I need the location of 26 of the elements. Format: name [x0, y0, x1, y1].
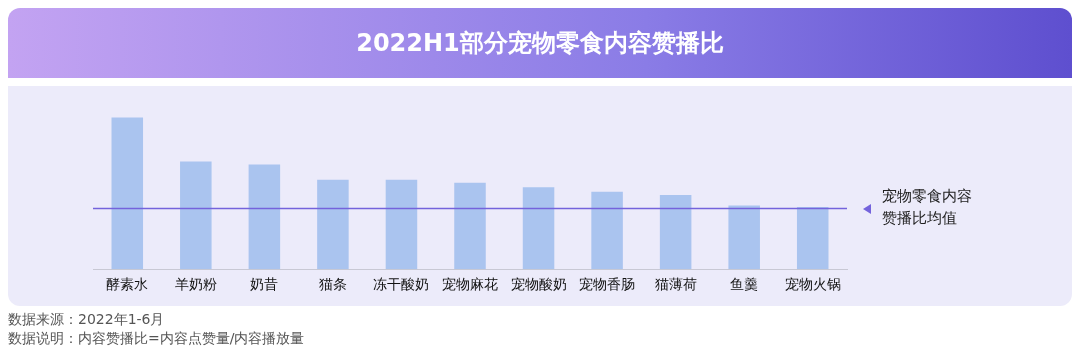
x-tick-label: 冻干酸奶 — [373, 276, 430, 293]
bar — [728, 205, 760, 270]
bar — [454, 182, 486, 270]
source-note: 数据来源：2022年1-6月 — [8, 310, 166, 329]
bar — [385, 179, 418, 270]
bar — [522, 187, 555, 270]
bar — [111, 117, 144, 270]
x-tick-label: 鱼羹 — [730, 276, 759, 293]
text: 数据说明：内容赞播比=内容点赞量/内容播放量 — [8, 329, 306, 348]
bar — [796, 207, 829, 270]
x-tick-label: 奶昔 — [250, 276, 279, 293]
bar — [591, 191, 623, 270]
x-tick-label: 宠物麻花 — [442, 276, 498, 293]
bar — [659, 194, 692, 270]
x-tick-label: 宠物酸奶 — [510, 276, 567, 293]
bar — [317, 179, 349, 270]
x-tick-label: 猫薄荷 — [654, 276, 697, 293]
x-tick-label: 酵素水 — [106, 276, 149, 293]
ref-line-label: 宠物零食内容赞播比均值 — [882, 187, 972, 228]
bar — [180, 161, 212, 270]
x-tick-label: 宠物香肠 — [579, 276, 636, 293]
chart-title: 2022H1部分宠物零食内容赞播比 — [8, 8, 1072, 78]
bar — [248, 164, 281, 270]
x-tick-label: 宠物火锅 — [784, 276, 841, 293]
x-tick-label: 猫条 — [318, 276, 347, 293]
x-tick-label: 羊奶粉 — [174, 276, 217, 293]
